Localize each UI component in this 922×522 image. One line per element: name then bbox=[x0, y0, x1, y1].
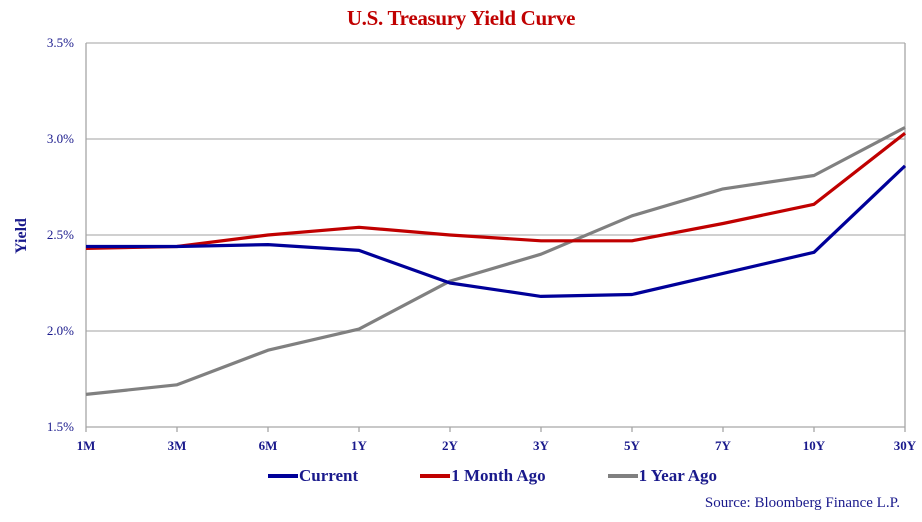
y-tick-label: 3.5% bbox=[47, 35, 74, 50]
series-current bbox=[85, 164, 907, 298]
legend-swatch-1-month-ago bbox=[420, 474, 451, 478]
y-tick-label: 2.0% bbox=[47, 323, 74, 338]
y-tick-label: 1.5% bbox=[47, 419, 74, 434]
x-tick-label: 3M bbox=[168, 438, 187, 453]
x-tick-label: 30Y bbox=[894, 438, 917, 453]
legend: Current 1 Month Ago 1 Year Ago bbox=[268, 465, 779, 487]
legend-swatch-current bbox=[268, 474, 298, 478]
series-line bbox=[85, 126, 906, 396]
x-tick-label: 5Y bbox=[624, 438, 641, 453]
series-1-month-ago bbox=[85, 131, 906, 250]
source-note: Source: Bloomberg Finance L.P. bbox=[704, 495, 900, 511]
chart-title: U.S. Treasury Yield Curve bbox=[346, 6, 576, 30]
x-tick-labels: 1M 3M 6M 1Y 2Y 3Y 5Y 7Y 10Y 30Y bbox=[77, 438, 917, 453]
series-line bbox=[86, 164, 907, 298]
legend-label-current: Current bbox=[299, 466, 359, 485]
series-line bbox=[85, 131, 906, 250]
axes bbox=[85, 43, 906, 432]
x-tick-label: 3Y bbox=[533, 438, 550, 453]
x-tick-label: 7Y bbox=[715, 438, 732, 453]
y-tick-label: 2.5% bbox=[47, 227, 74, 242]
gridlines bbox=[86, 42, 905, 332]
x-tick-label: 2Y bbox=[442, 438, 459, 453]
x-tick-label: 10Y bbox=[803, 438, 826, 453]
x-tick-label: 1Y bbox=[351, 438, 368, 453]
y-tick-labels: 1.5% 2.0% 2.5% 3.0% 3.5% bbox=[47, 35, 74, 434]
x-tick-label: 6M bbox=[259, 438, 278, 453]
legend-item-1-month-ago: 1 Month Ago bbox=[420, 466, 546, 486]
legend-swatch-1-year-ago bbox=[607, 474, 638, 478]
legend-item-1-year-ago: 1 Year Ago bbox=[607, 466, 718, 486]
legend-label-1-month-ago: 1 Month Ago bbox=[451, 466, 546, 485]
legend-item-current: Current bbox=[268, 466, 358, 486]
y-tick-label: 3.0% bbox=[47, 131, 74, 146]
y-axis-label: Yield bbox=[13, 218, 30, 254]
legend-label-1-year-ago: 1 Year Ago bbox=[638, 466, 718, 485]
series-1-year-ago bbox=[85, 126, 906, 396]
x-tick-label: 1M bbox=[77, 438, 96, 453]
series-lines bbox=[85, 126, 907, 396]
